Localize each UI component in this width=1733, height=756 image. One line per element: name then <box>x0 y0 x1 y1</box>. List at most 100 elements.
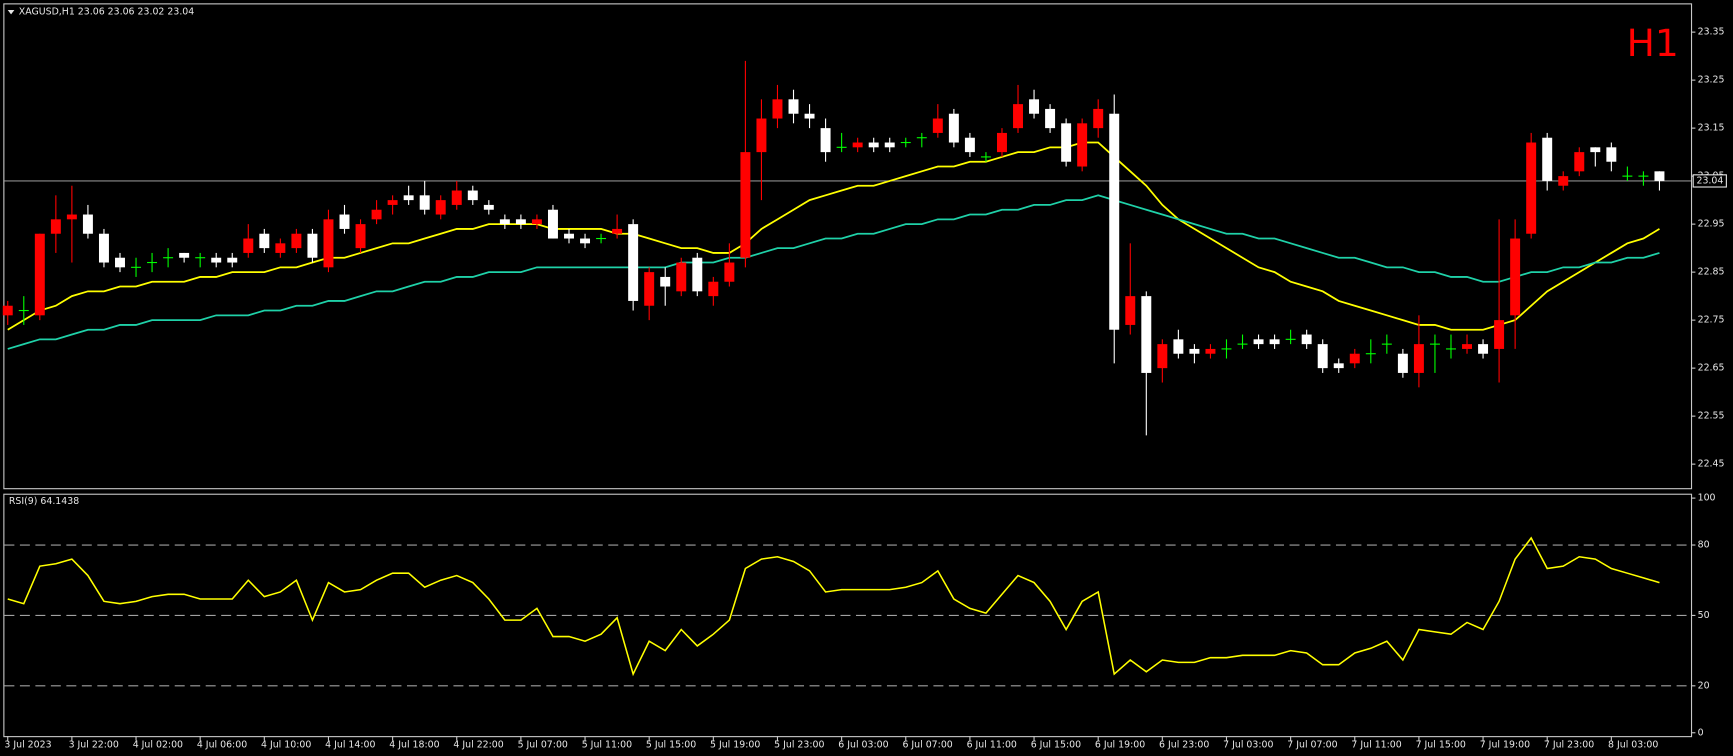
candle-body <box>997 132 1007 153</box>
candle-body <box>1590 147 1601 153</box>
moving-average-line <box>7 194 1660 350</box>
x-tick-label: 7 Jul 23:00 <box>1544 739 1594 750</box>
y-tick-label: 22.75 <box>1698 315 1725 326</box>
y-tick-label: 23.35 <box>1698 27 1725 38</box>
x-tick-label: 6 Jul 15:00 <box>1031 739 1081 750</box>
candle-body <box>772 99 783 119</box>
candle-body <box>1013 104 1023 129</box>
candle-body <box>932 118 943 133</box>
candle-body <box>211 257 222 263</box>
y-tick-label: 20 <box>1698 680 1710 691</box>
x-tick-label: 4 Jul 18:00 <box>389 739 439 750</box>
candle-body <box>740 152 751 258</box>
candle-body <box>34 233 45 316</box>
x-tick-label: 6 Jul 11:00 <box>967 739 1017 750</box>
x-tick-label: 4 Jul 14:00 <box>325 739 375 750</box>
candle-body <box>1205 348 1216 354</box>
moving-average-line <box>7 141 1660 331</box>
candle-body <box>1317 344 1328 369</box>
candle-body <box>355 224 366 249</box>
x-tick-label: 6 Jul 07:00 <box>902 739 952 750</box>
current-price-box <box>1692 174 1727 188</box>
candle-body <box>98 233 109 263</box>
candle-body <box>2 305 13 316</box>
candle-body <box>852 142 863 148</box>
current-price-label: 23.04 <box>1697 175 1724 186</box>
candle-body <box>1029 99 1040 114</box>
x-tick-label: 7 Jul 11:00 <box>1351 739 1401 750</box>
candle-body <box>451 190 462 205</box>
candle-body <box>1654 171 1665 181</box>
x-tick-label: 6 Jul 03:00 <box>838 739 888 750</box>
x-tick-label: 8 Jul 03:00 <box>1608 739 1658 750</box>
y-tick-label: 0 <box>1698 727 1704 738</box>
candle-body <box>804 113 815 119</box>
candle-body <box>708 281 719 297</box>
candle-body <box>1349 353 1360 364</box>
candle-body <box>1173 339 1184 354</box>
candle-body <box>499 219 510 225</box>
x-tick-label: 5 Jul 11:00 <box>582 739 632 750</box>
candle-body <box>660 276 671 287</box>
candle-body <box>291 233 302 249</box>
candle-body <box>1045 108 1056 129</box>
candle-body <box>868 142 879 148</box>
candle-body <box>1333 363 1344 369</box>
x-tick-label: 4 Jul 06:00 <box>197 739 247 750</box>
candle-body <box>676 262 687 292</box>
y-tick-label: 80 <box>1698 540 1710 551</box>
candle-body <box>692 257 703 292</box>
candle-body <box>435 200 446 215</box>
candle-body <box>50 219 61 234</box>
candle-body <box>243 238 254 253</box>
x-tick-label: 5 Jul 15:00 <box>646 739 696 750</box>
y-tick-label: 23.25 <box>1698 75 1725 86</box>
candle-body <box>82 214 93 234</box>
candle-body <box>515 219 526 225</box>
y-tick-label: 22.85 <box>1698 267 1725 278</box>
x-tick-label: 4 Jul 02:00 <box>133 739 183 750</box>
x-tick-label: 5 Jul 19:00 <box>710 739 760 750</box>
y-tick-label: 22.95 <box>1698 219 1725 230</box>
candle-body <box>1526 142 1537 234</box>
candle-body <box>1542 137 1553 181</box>
x-tick-label: 7 Jul 19:00 <box>1480 739 1530 750</box>
candle-body <box>387 200 398 205</box>
candle-body <box>1606 147 1617 162</box>
x-tick-label: 3 Jul 22:00 <box>69 739 119 750</box>
candle-body <box>1574 152 1585 172</box>
candle-body <box>1189 348 1200 354</box>
rsi-line <box>7 536 1660 677</box>
candle-body <box>1269 339 1280 345</box>
candle-body <box>531 219 542 225</box>
y-tick-label: 22.65 <box>1698 363 1725 374</box>
rsi-title: RSI(9) 64.1438 <box>9 496 79 507</box>
y-tick-label: 23.15 <box>1698 123 1725 134</box>
candle-body <box>1462 344 1472 349</box>
candle-body <box>483 204 494 210</box>
candle-body <box>1413 344 1424 373</box>
x-tick-label: 4 Jul 22:00 <box>453 739 503 750</box>
candle-body <box>1061 123 1072 162</box>
candle-body <box>1301 334 1312 345</box>
x-tick-label: 7 Jul 03:00 <box>1223 739 1273 750</box>
candle-body <box>275 243 286 253</box>
y-tick-label: 50 <box>1698 610 1710 621</box>
candle-body <box>884 142 895 148</box>
candle-body <box>227 257 238 263</box>
candle-body <box>820 128 831 153</box>
candle-body <box>580 238 591 244</box>
x-tick-label: 6 Jul 19:00 <box>1095 739 1145 750</box>
candle-body <box>66 214 77 220</box>
candle-body <box>115 257 125 268</box>
x-tick-label: 7 Jul 07:00 <box>1287 739 1337 750</box>
candle-body <box>1397 353 1408 373</box>
candle-body <box>1125 296 1136 325</box>
menu-arrow <box>7 9 15 15</box>
y-tick-label: 100 <box>1698 493 1716 504</box>
candle-body <box>1510 238 1521 316</box>
candle-body <box>1141 296 1152 373</box>
symbol-title: XAGUSD,H1 23.06 23.06 23.02 23.04 <box>19 7 194 18</box>
x-tick-label: 5 Jul 23:00 <box>774 739 824 750</box>
